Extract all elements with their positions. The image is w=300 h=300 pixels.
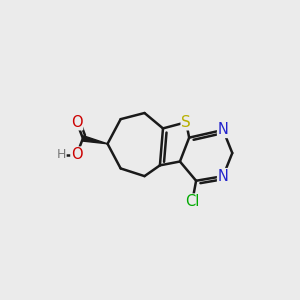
Text: H: H — [57, 148, 66, 161]
Text: O: O — [71, 115, 82, 130]
Text: N: N — [218, 122, 229, 137]
Text: N: N — [218, 169, 229, 184]
Text: S: S — [181, 115, 191, 130]
Text: O: O — [71, 147, 82, 162]
Text: Cl: Cl — [185, 194, 200, 209]
Polygon shape — [82, 136, 108, 144]
